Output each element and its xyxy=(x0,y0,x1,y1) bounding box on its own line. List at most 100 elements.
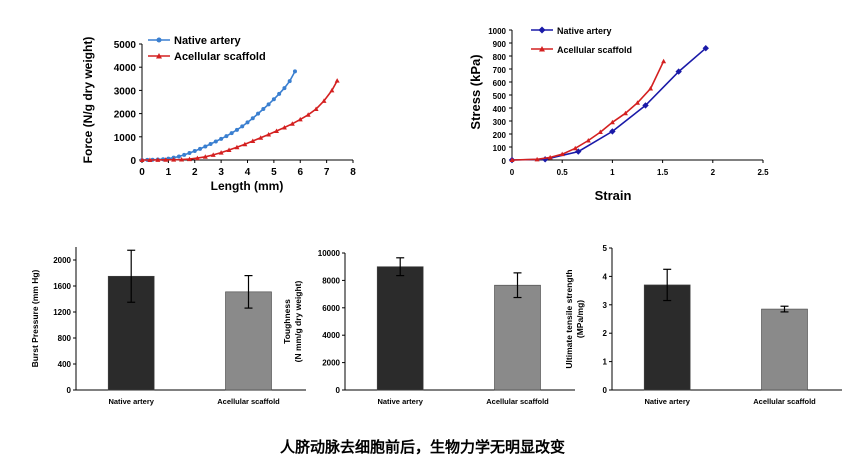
data-point xyxy=(287,79,292,84)
y-tick-label: 800 xyxy=(493,53,507,62)
data-point xyxy=(155,157,161,162)
series-line xyxy=(511,47,707,161)
x-axis-label: Length (mm) xyxy=(211,179,284,193)
data-point xyxy=(226,147,232,153)
x-tick-label: Native artery xyxy=(644,397,690,406)
series-line xyxy=(141,71,296,161)
y-tick-label: 5000 xyxy=(114,40,137,51)
data-point xyxy=(240,124,245,129)
data-point xyxy=(289,121,295,126)
x-tick-label: Native artery xyxy=(377,397,423,406)
x-tick-label: 1.5 xyxy=(657,168,669,177)
data-point xyxy=(597,129,603,135)
data-point xyxy=(139,157,145,162)
legend-marker xyxy=(156,53,162,59)
x-tick-label: 2 xyxy=(192,167,198,178)
data-point xyxy=(202,154,208,159)
data-point xyxy=(203,144,208,149)
data-point xyxy=(642,102,649,109)
data-point xyxy=(182,152,187,157)
y-tick-label: 2000 xyxy=(53,256,71,265)
data-point xyxy=(266,102,271,107)
data-point xyxy=(242,141,248,147)
y-tick-label: 6000 xyxy=(322,304,340,313)
data-point xyxy=(192,148,197,153)
y-tick-label: 2 xyxy=(603,329,608,338)
y-tick-label: 100 xyxy=(493,144,507,153)
data-point xyxy=(224,134,229,139)
y-tick-label: 0 xyxy=(336,386,341,395)
y-axis-label-unit: (MPa/mg) xyxy=(575,300,585,338)
bar xyxy=(376,266,424,391)
legend-marker xyxy=(538,26,546,34)
x-tick-label: 0.5 xyxy=(557,168,569,177)
data-point xyxy=(648,86,654,91)
x-tick-label: 0 xyxy=(139,167,145,178)
legend-marker xyxy=(539,46,545,52)
y-axis-label-unit: (N mm/g dry weight) xyxy=(293,280,303,362)
x-tick-label: 5 xyxy=(271,167,277,178)
data-point xyxy=(266,131,272,137)
y-tick-label: 4000 xyxy=(114,63,137,74)
data-point xyxy=(171,157,177,162)
data-point xyxy=(609,128,616,135)
x-tick-label: 1 xyxy=(166,167,172,178)
y-tick-label: 10000 xyxy=(318,249,341,258)
bar xyxy=(761,308,808,391)
y-tick-label: 300 xyxy=(493,118,507,127)
data-point xyxy=(210,152,216,157)
y-tick-label: 8000 xyxy=(322,276,340,285)
legend-label: Native artery xyxy=(557,26,612,36)
y-axis-label: Stress (kPa) xyxy=(468,54,483,129)
data-point xyxy=(609,119,615,125)
series-line xyxy=(142,80,338,161)
data-point xyxy=(281,125,287,130)
y-tick-label: 1000 xyxy=(114,133,137,144)
data-point xyxy=(245,120,250,125)
bar xyxy=(494,284,541,391)
y-tick-label: 500 xyxy=(493,92,507,101)
x-tick-label: Acellular scaffold xyxy=(486,397,549,406)
x-tick-label: 3 xyxy=(218,167,224,178)
data-point xyxy=(163,157,169,162)
data-point xyxy=(213,139,218,144)
data-point xyxy=(321,98,327,103)
data-point xyxy=(229,131,234,136)
data-point xyxy=(250,116,255,121)
data-point xyxy=(271,97,276,102)
data-point xyxy=(585,138,591,143)
data-point xyxy=(186,156,192,162)
data-point xyxy=(635,100,640,105)
data-point xyxy=(176,154,181,159)
y-tick-label: 2000 xyxy=(114,110,137,121)
x-tick-label: 2 xyxy=(711,168,716,177)
data-point xyxy=(234,127,239,132)
y-tick-label: 3 xyxy=(603,301,608,310)
figure-caption: 人脐动脉去细胞前后，生物力学无明显改变 xyxy=(279,438,565,456)
series-line xyxy=(511,60,665,161)
y-tick-label: 5 xyxy=(603,244,608,253)
y-tick-label: 0 xyxy=(67,386,72,395)
y-tick-label: 600 xyxy=(493,79,507,88)
data-point xyxy=(274,128,280,133)
data-point xyxy=(313,106,319,111)
legend-label: Acellular scaffold xyxy=(557,45,632,55)
x-tick-label: 1 xyxy=(610,168,615,177)
data-point xyxy=(219,136,224,141)
x-tick-label: Acellular scaffold xyxy=(217,397,280,406)
data-point xyxy=(218,150,224,155)
bar xyxy=(643,284,691,391)
x-tick-label: Acellular scaffold xyxy=(753,397,816,406)
y-tick-label: 4000 xyxy=(322,331,340,340)
data-point xyxy=(258,135,264,140)
y-tick-label: 400 xyxy=(493,105,507,114)
y-axis-label: Ultimate tensile strength xyxy=(564,269,574,368)
data-point xyxy=(534,156,540,162)
x-tick-label: 8 xyxy=(350,167,356,178)
y-tick-label: 1200 xyxy=(53,308,71,317)
x-tick-label: 6 xyxy=(297,167,303,178)
data-point xyxy=(547,154,553,160)
x-tick-label: Native artery xyxy=(108,397,154,406)
x-tick-label: 4 xyxy=(245,167,251,178)
